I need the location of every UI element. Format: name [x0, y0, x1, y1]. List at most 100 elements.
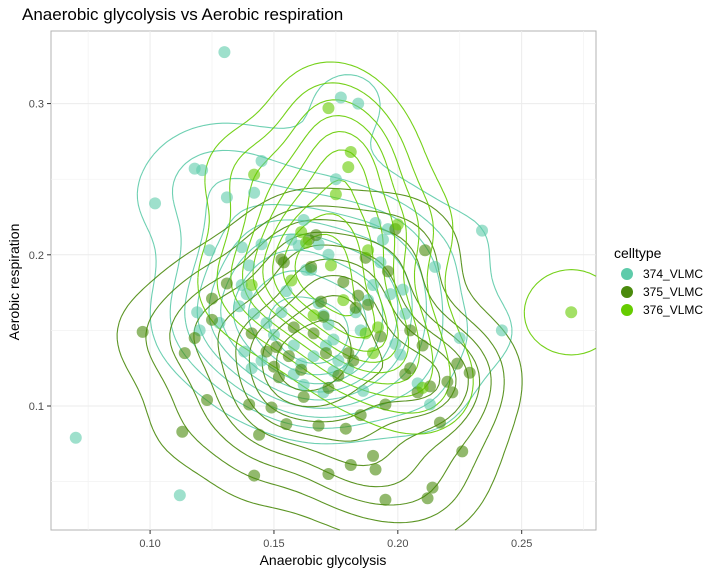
data-point: [240, 288, 253, 301]
data-point: [277, 256, 290, 269]
x-tick-label: 0.20: [387, 538, 408, 550]
data-point: [238, 345, 251, 358]
data-point: [149, 197, 162, 210]
contour-line: [116, 187, 523, 531]
data-point: [280, 285, 293, 298]
data-point: [307, 350, 320, 363]
data-point: [191, 306, 204, 319]
data-point: [476, 224, 489, 237]
data-point: [374, 256, 387, 269]
data-point: [359, 327, 372, 340]
data-point: [235, 241, 248, 254]
data-point: [376, 233, 389, 246]
data-point: [347, 354, 360, 367]
data-point: [287, 339, 300, 352]
data-point: [206, 313, 219, 326]
data-point: [329, 188, 342, 201]
data-point: [300, 236, 313, 249]
data-point: [280, 418, 293, 431]
data-point: [372, 321, 384, 334]
data-point: [233, 300, 246, 313]
data-point: [416, 339, 429, 352]
data-point: [391, 218, 404, 231]
data-point: [389, 338, 402, 351]
data-point: [235, 279, 248, 292]
data-point: [367, 347, 380, 360]
data-point: [267, 360, 280, 373]
data-point: [295, 226, 308, 239]
legend-label: 376_VLMC: [643, 303, 703, 317]
contour-line: [136, 74, 513, 445]
data-point: [384, 288, 397, 301]
data-point: [206, 292, 219, 305]
legend-label: 375_VLMC: [643, 285, 703, 299]
contour-group: [136, 74, 513, 445]
data-point: [322, 468, 335, 481]
data-point: [352, 289, 365, 302]
data-point: [495, 324, 508, 337]
data-point: [456, 445, 469, 458]
data-point: [272, 371, 285, 384]
data-point: [362, 244, 375, 257]
x-tick-label: 0.15: [263, 538, 284, 550]
data-point: [394, 348, 407, 361]
data-point: [369, 217, 382, 230]
data-point: [322, 381, 335, 394]
data-point: [433, 416, 446, 429]
data-point: [255, 354, 268, 367]
y-tick-label: 0.1: [29, 401, 44, 413]
data-point: [243, 398, 256, 411]
data-point: [339, 422, 352, 435]
data-point: [245, 327, 258, 340]
data-point: [265, 401, 278, 414]
data-point: [357, 384, 370, 397]
data-point: [428, 260, 441, 273]
data-point: [317, 310, 330, 323]
data-point: [282, 350, 295, 363]
data-point: [322, 248, 335, 261]
data-point: [379, 493, 392, 506]
contour-line: [248, 274, 441, 423]
y-axis: 0.1 0.2 0.3: [29, 99, 51, 413]
data-point: [463, 366, 476, 379]
data-point: [248, 307, 261, 320]
data-point: [381, 265, 394, 278]
data-point: [248, 168, 261, 181]
data-point: [218, 46, 231, 59]
data-point: [354, 409, 367, 422]
data-point: [312, 419, 325, 432]
data-point: [349, 301, 362, 314]
data-point: [342, 161, 355, 174]
data-point: [319, 347, 332, 360]
x-tick-label: 0.10: [139, 538, 160, 550]
data-point: [399, 307, 412, 320]
data-point: [297, 214, 310, 227]
series-points: [245, 102, 578, 394]
data-point: [310, 229, 323, 242]
density-contours: [116, 61, 597, 531]
data-point: [196, 164, 209, 177]
data-point: [178, 347, 191, 360]
data-point: [295, 363, 308, 376]
data-point: [315, 295, 328, 308]
data-point: [243, 259, 256, 272]
data-point: [332, 369, 345, 382]
data-point: [248, 469, 261, 482]
data-point: [255, 155, 268, 168]
data-point: [421, 492, 434, 505]
data-point: [451, 357, 464, 370]
data-point: [332, 354, 345, 367]
data-point: [220, 277, 233, 290]
data-point: [441, 375, 454, 388]
data-point: [396, 283, 409, 296]
data-point: [324, 259, 337, 272]
legend-swatch: [621, 286, 633, 298]
data-point: [453, 331, 466, 344]
data-point: [136, 325, 149, 338]
data-point: [173, 489, 186, 502]
data-point: [337, 294, 350, 307]
legend-swatch: [621, 304, 633, 316]
data-point: [307, 327, 320, 340]
